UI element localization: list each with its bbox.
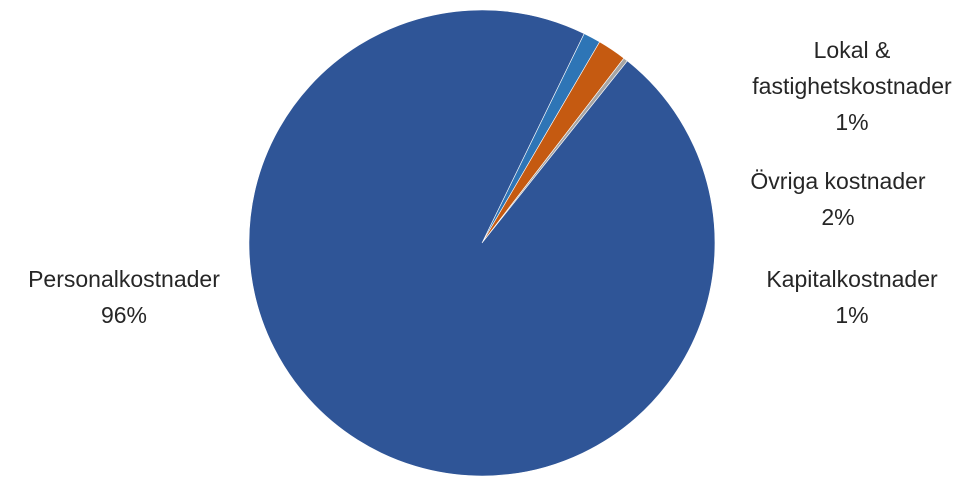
data-label-value: 96% bbox=[101, 302, 147, 328]
pie-slices bbox=[248, 9, 716, 477]
data-label-ovriga-kostnader: Övriga kostnader 2% bbox=[750, 168, 925, 230]
data-label-personalkostnader: Personalkostnader 96% bbox=[28, 266, 220, 328]
data-label-category: Lokal & bbox=[814, 37, 891, 63]
data-label-category: Personalkostnader bbox=[28, 266, 220, 292]
data-label-category: Övriga kostnader bbox=[750, 168, 925, 194]
data-label-value: 1% bbox=[835, 302, 868, 328]
data-label-value: 2% bbox=[821, 204, 854, 230]
data-label-kapitalkostnader: Kapitalkostnader 1% bbox=[766, 266, 938, 328]
data-label-category: fastighetskostnader bbox=[752, 73, 952, 99]
pie-data-labels: Lokal & fastighetskostnader 1% Övriga kostn… bbox=[28, 37, 952, 328]
data-label-category: Kapitalkostnader bbox=[766, 266, 938, 292]
pie-slice-personalkostnader bbox=[248, 9, 716, 477]
data-label-value: 1% bbox=[835, 109, 868, 135]
data-label-lokal-fastighetskostnader: Lokal & fastighetskostnader 1% bbox=[752, 37, 952, 135]
